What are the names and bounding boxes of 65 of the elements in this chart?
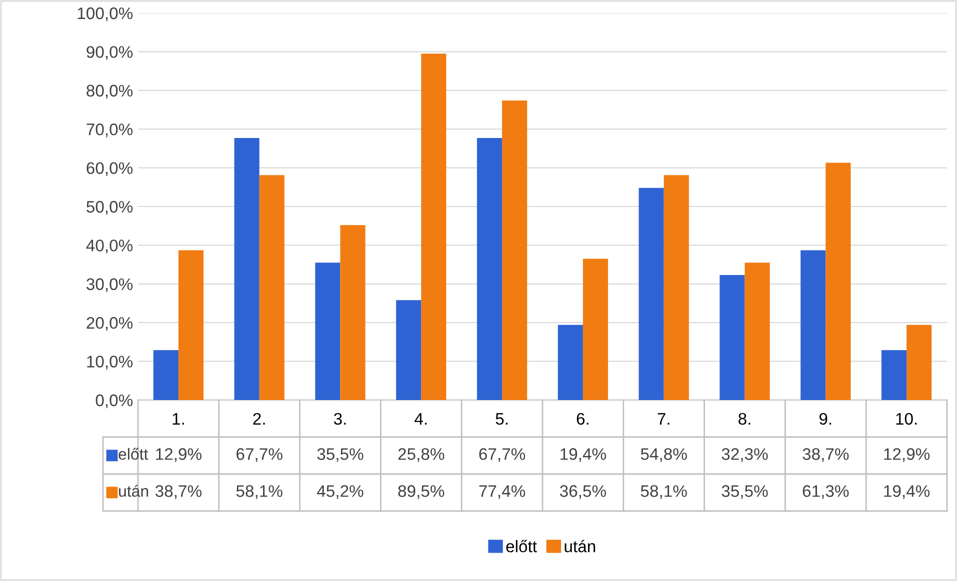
y-tick-label: 50,0% <box>86 200 133 215</box>
x-tick-label: 3. <box>334 412 346 425</box>
data-label: 19,4% <box>560 448 606 462</box>
bar <box>744 262 770 400</box>
y-tick-label: 10,0% <box>87 356 133 370</box>
bar <box>906 324 932 400</box>
x-tick-label: 8. <box>738 412 750 425</box>
y-tick-label: 30,0% <box>86 278 133 292</box>
data-label: 38,7% <box>155 485 202 499</box>
bar <box>178 250 204 400</box>
y-tick-label: 90,0% <box>86 46 133 60</box>
data-label: 58,1% <box>236 485 282 499</box>
bar <box>340 225 366 400</box>
data-label: 19,4% <box>884 485 930 499</box>
bar <box>315 262 340 400</box>
data-label: 12,9% <box>884 448 930 462</box>
bar <box>396 300 422 400</box>
data-label: 35,5% <box>722 485 768 499</box>
legend-label: előtt <box>118 448 148 460</box>
y-tick-label: 70,0% <box>86 124 133 138</box>
bar <box>421 54 446 400</box>
legend-label: után <box>119 484 148 497</box>
x-tick-label: 9. <box>819 412 832 425</box>
x-tick-label: 6. <box>576 412 588 425</box>
data-label: 67,7% <box>236 448 282 462</box>
bar <box>826 162 851 400</box>
bar <box>558 324 583 400</box>
x-tick-label: 1. <box>172 413 184 425</box>
bar <box>582 258 608 400</box>
bar <box>259 175 284 400</box>
x-tick-label: 2. <box>253 412 265 425</box>
data-label: 38,7% <box>802 448 849 462</box>
data-label: 25,8% <box>398 448 444 462</box>
y-tick-label: 100,0% <box>78 7 133 22</box>
data-label: 35,5% <box>317 448 364 462</box>
bar <box>502 100 528 400</box>
data-label: 77,4% <box>479 485 526 499</box>
data-label: 45,2% <box>317 485 364 499</box>
data-label: 54,8% <box>640 448 687 462</box>
bar <box>638 188 664 400</box>
bar <box>476 138 502 400</box>
x-tick-label: 5. <box>496 413 508 425</box>
data-label: 67,7% <box>479 448 526 462</box>
data-label: 12,9% <box>156 448 202 462</box>
y-tick-label: 80,0% <box>86 84 133 99</box>
text: előtt <box>506 540 537 552</box>
x-tick-label: 4. <box>414 413 427 425</box>
y-tick-label: 20,0% <box>86 317 133 331</box>
x-tick-label: 7. <box>658 413 670 425</box>
bar <box>881 350 907 400</box>
bar <box>234 138 260 400</box>
data-label: 32,3% <box>722 448 768 462</box>
y-tick-label: 0,0% <box>96 394 133 408</box>
x-tick-label: 10. <box>896 412 917 425</box>
bar <box>800 250 826 400</box>
bar <box>720 275 745 400</box>
y-tick-label: 40,0% <box>86 240 133 254</box>
bar <box>153 350 178 400</box>
data-label: 89,5% <box>398 485 444 499</box>
data-label: 61,3% <box>802 485 849 499</box>
data-label: 36,5% <box>560 485 606 499</box>
text: után <box>564 540 596 552</box>
data-label: 58,1% <box>640 485 687 499</box>
y-tick-label: 60,0% <box>86 162 133 176</box>
bar <box>664 175 689 400</box>
